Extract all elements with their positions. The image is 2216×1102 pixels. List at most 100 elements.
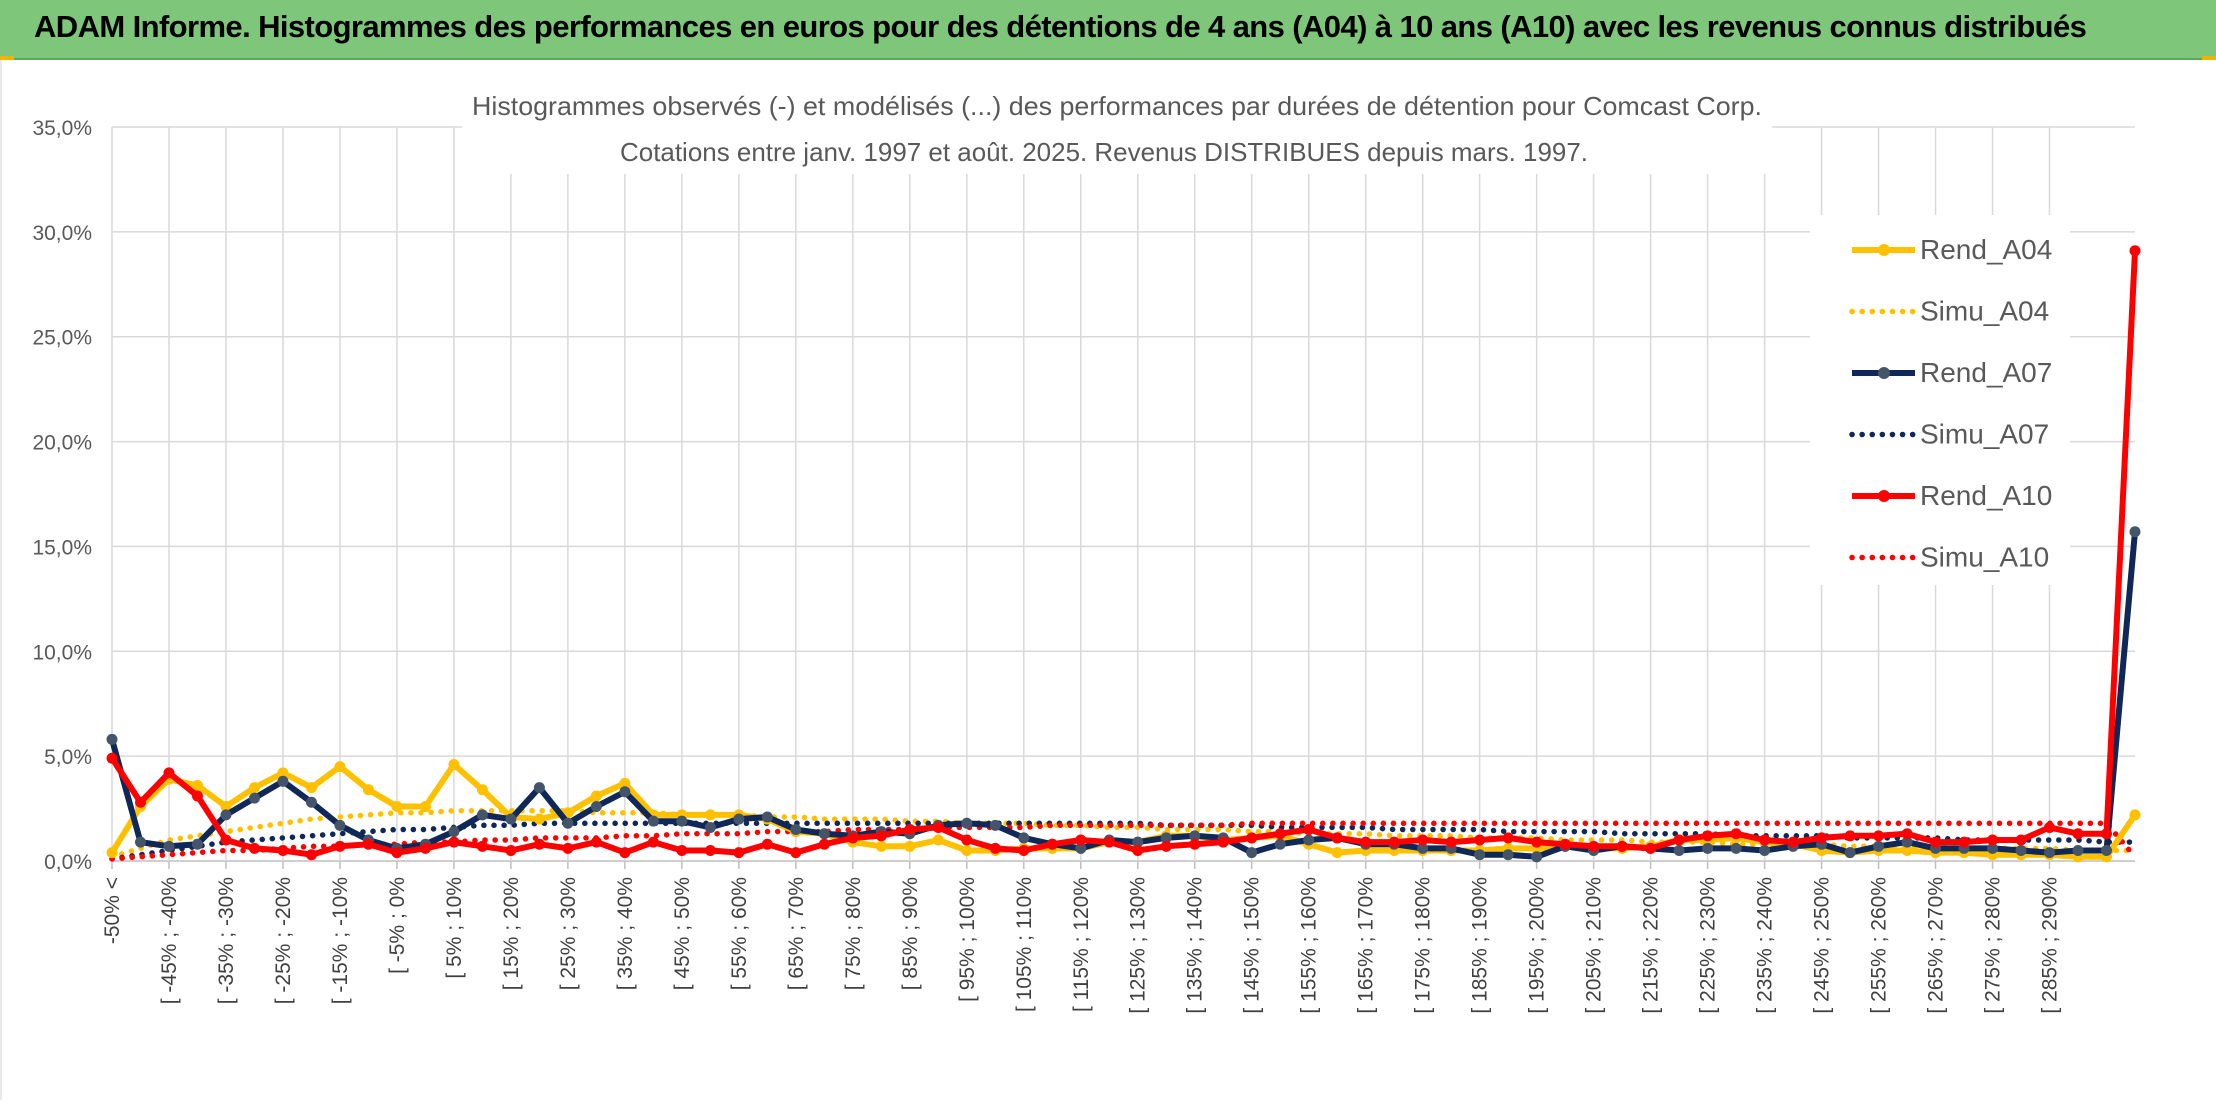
data-point [1417, 842, 1429, 854]
data-point [1502, 832, 1514, 844]
data-point [1901, 828, 1913, 840]
data-point [448, 836, 460, 848]
data-point [248, 842, 260, 854]
data-point [2101, 828, 2113, 840]
data-point [1901, 845, 1913, 857]
data-point [1474, 834, 1486, 846]
data-point [1531, 836, 1543, 848]
legend-backdrop [1810, 215, 2070, 585]
data-point [1217, 836, 1229, 848]
data-point [533, 813, 545, 825]
data-point [1958, 836, 1970, 848]
data-point [619, 777, 631, 789]
data-point [1987, 834, 1999, 846]
y-tick-label: 0,0% [44, 851, 92, 874]
series-line-simu_a07 [109, 820, 2138, 862]
chart-frame [0, 60, 2216, 1100]
data-point [1673, 834, 1685, 846]
data-point [1531, 851, 1543, 863]
data-point [533, 838, 545, 850]
x-tick-label: [ -45% ; -40% [158, 877, 181, 1004]
x-tick-label: [ 15% ; 20% [500, 877, 523, 990]
data-point [562, 842, 574, 854]
data-point [590, 800, 602, 812]
data-point [362, 838, 374, 850]
data-point [1360, 836, 1372, 848]
data-point [277, 775, 289, 787]
data-point [1075, 842, 1087, 854]
data-point [2129, 526, 2141, 538]
x-tick-label: [ 195% ; 200% [1526, 877, 1549, 1014]
data-point [1844, 847, 1856, 859]
data-point [305, 796, 317, 808]
x-tick-label: [ 55% ; 60% [728, 877, 751, 990]
data-point [1616, 840, 1628, 852]
data-point [961, 817, 973, 829]
x-tick-label: [ 35% ; 40% [614, 877, 637, 990]
x-tick-label: [ 215% ; 220% [1640, 877, 1663, 1014]
data-point [1787, 836, 1799, 848]
data-point [761, 811, 773, 823]
legend-label: Rend_A07 [1920, 357, 2052, 388]
data-point [1901, 836, 1913, 848]
data-point [1702, 830, 1714, 842]
data-point [761, 838, 773, 850]
x-tick-label: [ 205% ; 210% [1583, 877, 1606, 1014]
data-point [134, 836, 146, 848]
data-point [904, 824, 916, 836]
x-tick-label: [ 135% ; 140% [1184, 877, 1207, 1014]
corner-accent-left [0, 56, 14, 60]
data-point [191, 838, 203, 850]
series-lines [106, 245, 2141, 863]
data-point [1759, 845, 1771, 857]
data-point [989, 842, 1001, 854]
legend-label: Rend_A10 [1920, 480, 2052, 511]
data-point [248, 792, 260, 804]
data-point [2072, 845, 2084, 857]
data-point [1730, 842, 1742, 854]
data-point [220, 834, 232, 846]
data-point [191, 790, 203, 802]
data-point [790, 824, 802, 836]
x-tick-label: [ 255% ; 260% [1868, 877, 1891, 1014]
data-point [961, 834, 973, 846]
data-point [220, 809, 232, 821]
data-point [1759, 834, 1771, 846]
data-point [1160, 832, 1172, 844]
data-point [1189, 838, 1201, 850]
data-point [191, 780, 203, 792]
data-point [1103, 836, 1115, 848]
data-point [1873, 840, 1885, 852]
data-point [277, 845, 289, 857]
legend-marker [1878, 490, 1890, 502]
x-tick-label: [ 125% ; 130% [1127, 877, 1150, 1014]
legend-marker [1878, 367, 1890, 379]
data-point [1246, 832, 1258, 844]
data-point [961, 845, 973, 857]
legend: Rend_A04 Simu_A04 Rend_A07 Simu_A07 Rend_A10… [1849, 234, 2052, 573]
data-point [106, 752, 118, 764]
data-point [1018, 832, 1030, 844]
data-point [305, 782, 317, 794]
data-point [533, 782, 545, 794]
data-point [505, 813, 517, 825]
data-point [1132, 836, 1144, 848]
data-point [790, 847, 802, 859]
data-point [676, 815, 688, 827]
x-tick-label: [ -15% ; -10% [329, 877, 352, 1004]
data-point [1873, 830, 1885, 842]
data-point [476, 809, 488, 821]
x-tick-label: [ -25% ; -20% [272, 877, 295, 1004]
y-tick-label: 35,0% [32, 117, 92, 140]
data-point [1645, 842, 1657, 854]
data-point [2072, 828, 2084, 840]
data-point [932, 821, 944, 833]
data-point [2101, 845, 2113, 857]
y-tick-label: 10,0% [32, 641, 92, 664]
data-point [2044, 821, 2056, 833]
data-point [419, 800, 431, 812]
data-point [904, 840, 916, 852]
data-point [989, 819, 1001, 831]
x-tick-label: [ 245% ; 250% [1811, 877, 1834, 1014]
